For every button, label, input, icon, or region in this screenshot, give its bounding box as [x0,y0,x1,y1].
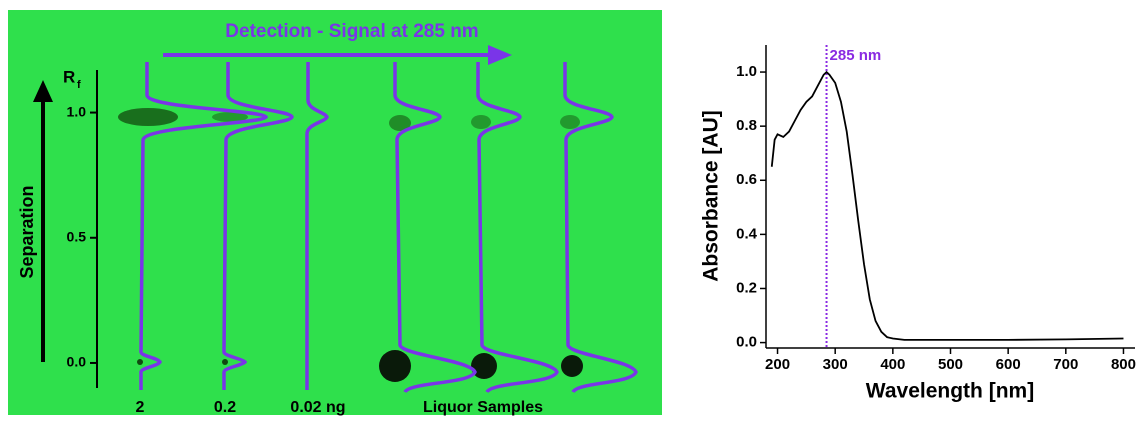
x-tick-label: 800 [1111,356,1136,373]
x-axis-label: Wavelength [nm] [866,380,1034,403]
x-tick-label: 200 [765,356,790,373]
spectrum-line [772,72,1124,340]
marker-label: 285 nm [830,47,882,64]
x-tick-label: 600 [996,356,1021,373]
y-tick-label: 0.0 [736,334,757,351]
y-axis-label: Absorbance [AU] [700,110,723,282]
y-tick-label: 0.4 [736,225,758,242]
spot [137,359,143,365]
spectrum-chart: Absorbance [AU] Wavelength [nm] 0.0 0.2 0.… [700,45,1136,403]
spot [222,359,228,365]
spot [379,350,411,382]
rf-tick-label: 0.0 [67,354,87,370]
spot [560,115,580,129]
x-tick-label: 400 [880,356,905,373]
y-tick-label: 0.6 [736,171,757,188]
rf-tick-label: 0.5 [67,228,87,244]
lane-label: 0.02 ng [290,399,345,416]
y-tick-label: 0.8 [736,117,757,134]
y-tick-label: 0.2 [736,279,757,296]
rf-subscript: f [77,79,81,91]
y-tick-label: 1.0 [736,63,757,80]
lane-label: 0.2 [214,399,236,416]
spot [561,355,583,377]
rf-label: R [63,67,75,86]
spot [471,353,497,379]
rf-tick-label: 1.0 [67,103,87,119]
x-tick-label: 700 [1053,356,1078,373]
spot [471,115,491,129]
plate-title: Detection - Signal at 285 nm [225,21,478,42]
lane-label: 2 [136,399,145,416]
spot [118,108,178,126]
figure: Detection - Signal at 285 nm Separation … [0,0,1146,425]
side-label: Separation [17,185,37,278]
x-tick-label: 300 [823,356,848,373]
x-tick-label: 500 [938,356,963,373]
group-label: Liquor Samples [423,399,543,416]
